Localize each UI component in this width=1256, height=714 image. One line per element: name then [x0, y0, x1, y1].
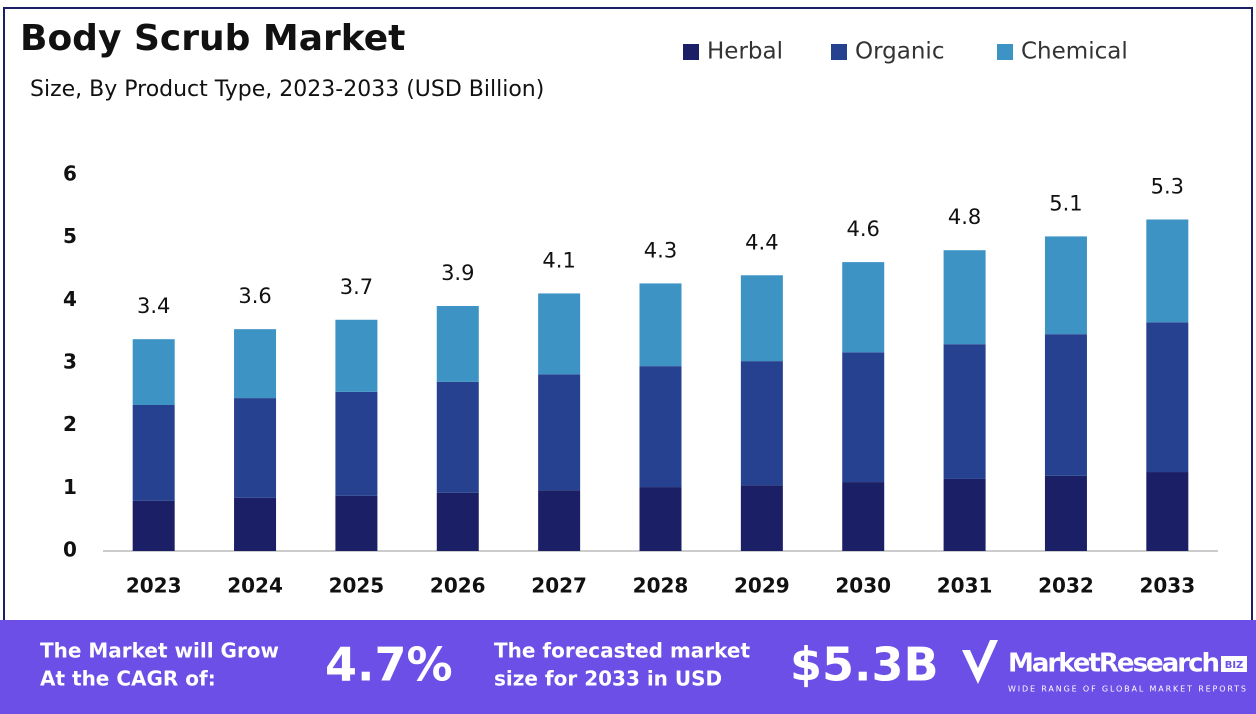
- y-tick-label: 1: [63, 475, 77, 499]
- x-tick-label: 2031: [937, 574, 993, 598]
- bar-segment: [943, 344, 986, 479]
- total-label: 3.6: [238, 284, 271, 308]
- legend-label: Chemical: [1021, 39, 1128, 65]
- x-tick-label: 2033: [1139, 574, 1195, 598]
- cagr-text: At the CAGR of:: [40, 667, 216, 691]
- legend-label: Organic: [855, 39, 944, 65]
- bar-segment: [538, 490, 581, 551]
- bar-segment: [234, 497, 277, 551]
- legend-swatch: [997, 44, 1013, 60]
- y-tick-label: 0: [63, 538, 77, 562]
- legend-label: Herbal: [707, 39, 783, 65]
- total-label: 3.7: [340, 275, 373, 299]
- x-tick-label: 2023: [126, 574, 182, 598]
- y-tick-label: 3: [63, 350, 77, 374]
- footer-band: [0, 620, 1256, 714]
- bar-segment: [1044, 236, 1087, 335]
- bar-segment: [842, 482, 885, 551]
- logo-badge-bg: [1221, 656, 1247, 672]
- y-tick-label: 4: [63, 287, 77, 311]
- bar-segment: [740, 275, 783, 362]
- legend-swatch: [831, 44, 847, 60]
- logo-badge: BIZ: [1225, 660, 1244, 671]
- bar-segment: [1146, 322, 1189, 473]
- total-label: 4.4: [745, 230, 778, 254]
- bar-segment: [538, 374, 581, 491]
- bar-segment: [1146, 472, 1189, 551]
- forecast-value: $5.3B: [790, 638, 939, 692]
- bar-segment: [436, 305, 479, 382]
- bar-segment: [132, 500, 175, 551]
- total-label: 4.6: [847, 217, 880, 241]
- bar-segment: [335, 391, 378, 496]
- bar-segment: [639, 283, 682, 367]
- total-label: 3.4: [137, 294, 170, 318]
- bar-segment: [1146, 219, 1189, 323]
- total-label: 5.3: [1151, 174, 1184, 198]
- bar-segment: [436, 381, 479, 493]
- bar-segment: [132, 339, 175, 405]
- bar-segment: [943, 250, 986, 345]
- bar-segment: [1044, 475, 1087, 551]
- bar-segment: [436, 492, 479, 551]
- total-label: 4.8: [948, 205, 981, 229]
- bar-segment: [335, 495, 378, 551]
- forecast-text: size for 2033 in USD: [494, 667, 722, 691]
- x-tick-label: 2027: [531, 574, 587, 598]
- bar-segment: [842, 262, 885, 353]
- bar-segment: [234, 398, 277, 498]
- total-label: 3.9: [441, 261, 474, 285]
- y-tick-label: 5: [63, 224, 77, 248]
- chart-title: Body Scrub Market: [20, 18, 405, 59]
- total-label: 4.3: [644, 238, 677, 262]
- x-tick-label: 2029: [734, 574, 790, 598]
- bar-segment: [234, 329, 277, 399]
- x-tick-label: 2024: [227, 574, 283, 598]
- bar-segment: [740, 361, 783, 486]
- total-label: 4.1: [542, 248, 575, 272]
- chart-subtitle: Size, By Product Type, 2023-2033 (USD Bi…: [30, 77, 544, 102]
- bar-segment: [335, 319, 378, 392]
- cagr-value: 4.7%: [325, 638, 453, 692]
- x-tick-label: 2030: [835, 574, 891, 598]
- bar-segment: [1044, 334, 1087, 476]
- bar-segment: [943, 478, 986, 551]
- bar-segment: [639, 366, 682, 488]
- bar-segment: [132, 404, 175, 501]
- x-tick-label: 2028: [633, 574, 689, 598]
- x-tick-label: 2025: [329, 574, 385, 598]
- x-tick-label: 2032: [1038, 574, 1094, 598]
- bar-segment: [639, 487, 682, 551]
- legend-swatch: [683, 44, 699, 60]
- cagr-text: The Market will Grow: [40, 639, 279, 663]
- frame: [3, 7, 1253, 709]
- logo-icon: [962, 640, 998, 684]
- logo-tagline: WIDE RANGE OF GLOBAL MARKET REPORTS: [1008, 685, 1246, 694]
- bar-segment: [740, 485, 783, 551]
- bar-segment: [538, 293, 581, 375]
- bar-segment: [842, 352, 885, 483]
- total-label: 5.1: [1049, 191, 1082, 215]
- x-tick-label: 2026: [430, 574, 486, 598]
- y-tick-label: 2: [63, 412, 77, 436]
- logo-name: MarketResearch: [1008, 649, 1220, 679]
- y-tick-label: 6: [63, 162, 77, 186]
- forecast-text: The forecasted market: [494, 639, 750, 663]
